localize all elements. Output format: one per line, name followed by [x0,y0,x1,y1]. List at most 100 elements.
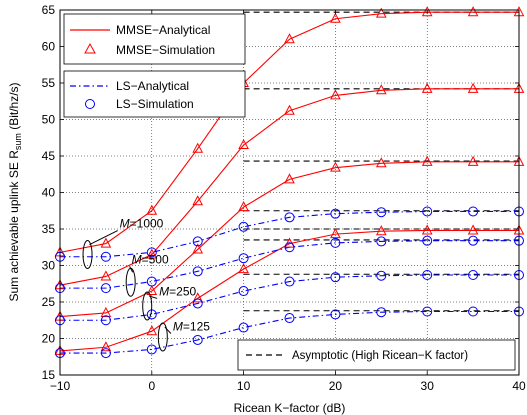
ls-simulation-point [422,235,433,246]
ls-simulation-point [238,286,249,297]
ls-simulation-point [284,313,295,324]
annotation-ellipse [142,291,153,321]
mmse-simulation-point [284,33,295,44]
ls-analytical-line-m1000 [60,210,519,258]
y-tick-label: 35 [42,222,56,236]
y-tick-label: 60 [42,40,56,54]
annotation-ellipse [157,322,168,352]
annotation-label: M=500 [132,252,169,266]
annotation-leader [129,266,134,273]
ls-simulation-point [422,269,433,280]
annotation-value: =500 [142,252,169,266]
mmse-simulation-point [192,195,204,206]
ls-simulation-point [238,253,249,264]
mmse-analytical-line-m500 [59,88,519,286]
annotation-var: M [132,252,142,266]
mmse-simulation-point [467,82,479,93]
legend-mmse: MMSE−Analytical MMSE−Simulation [63,13,246,65]
ls-simulation-point [468,269,479,280]
mmse-simulation-point [100,306,112,317]
annotation-leader [89,230,118,245]
ls-simulation-point [376,207,387,218]
asymptote-lines [243,11,519,312]
y-axis-label-subscript: sum [13,133,23,150]
mmse-simulation-point [284,173,295,184]
legend-ls-simulation-marker [85,99,95,109]
ls-analytical-line-m250 [60,274,519,321]
x-tick-label: 10 [237,379,251,393]
x-tick-label: 0 [148,379,155,393]
ls-simulation-point [100,283,111,294]
ls-simulation-point [146,344,157,355]
y-tick-label: 15 [42,368,56,382]
ls-simulation-point [376,307,387,318]
ls-simulation-point [192,334,203,345]
y-axis-label-unit: (Bit/hz/s) [7,82,21,133]
ls-simulation-point [284,276,295,287]
ls-simulation-point [330,237,341,248]
legend-asymptotic: Asymptotic (High Ricean−K factor) [237,339,516,371]
annotation-value: =1000 [130,217,164,231]
y-tick-label: 45 [42,149,56,163]
mmse-analytical-line-m125 [59,229,519,352]
x-tick-label: −10 [50,379,71,393]
mmse-simulation-point [421,82,433,93]
mmse-simulation-point [146,325,158,336]
mmse-simulation-point [375,84,387,95]
mmse-simulation-point [330,228,341,239]
x-axis-label: Ricean K−factor (dB) [234,401,346,415]
ls-simulation-point [330,309,341,320]
ls-simulation-point [468,306,479,317]
annotation-label: M=125 [173,319,210,333]
legend-ls: LS−Analytical LS−Simulation [63,70,246,118]
annotation-var: M [159,284,169,298]
annotation-leader [164,326,172,334]
ls-simulation-point [100,348,111,359]
ls-simulation-point [376,236,387,247]
mmse-simulation-point [100,270,112,281]
legend-mmse-analytical-label: MMSE−Analytical [116,23,210,37]
ls-simulation-point [192,236,203,247]
y-tick-label: 25 [42,295,56,309]
mmse-simulation-point [100,341,112,352]
ls-simulation-point [146,247,157,258]
annotation-var: M [173,319,183,333]
y-tick-label: 30 [42,259,56,273]
legend-mmse-simulation-label: MMSE−Simulation [116,43,215,57]
mmse-simulation-point [375,157,387,168]
mmse-simulation-point [192,243,204,254]
mmse-simulation-point [375,225,387,236]
mmse-simulation-point [192,142,204,153]
mmse-simulation-point [284,104,295,115]
y-tick-label: 65 [42,3,56,17]
y-axis-label: Sum achievable uplink SE Rsum (Bit/hz/s) [7,82,23,301]
mmse-simulation-point [330,89,341,100]
mmse-simulation-point [192,292,204,303]
mmse-analytical-line-m250 [59,161,519,318]
annotation-label: M=250 [159,284,196,298]
ls-simulation-point [284,212,295,223]
ls-simulation-point [468,235,479,246]
ls-simulation-point [422,306,433,317]
x-tick-label: 20 [329,379,343,393]
mmse-simulation-point [146,204,158,215]
annotation-leader [149,295,158,299]
x-tick-label: 40 [512,379,526,393]
ls-simulation-point [192,266,203,277]
legend-ls-analytical-label: LS−Analytical [116,79,189,93]
annotation-label: M=1000 [120,217,164,231]
ls-simulation-point [146,276,157,287]
mmse-simulation-point [238,138,249,150]
mmse-simulation-point [467,155,479,166]
ls-simulation-point [422,206,433,217]
mmse-simulation-point [421,155,433,166]
y-tick-label: 55 [42,76,56,90]
ls-analytical-line-m125 [60,310,519,354]
mmse-simulation-point [421,6,433,17]
legend-ls-box [63,70,246,118]
legend-asymptotic-box [237,339,516,371]
mmse-simulation-point [238,263,249,274]
mmse-analytical-line-m1000 [59,11,519,253]
mmse-simulation-point [467,6,479,17]
